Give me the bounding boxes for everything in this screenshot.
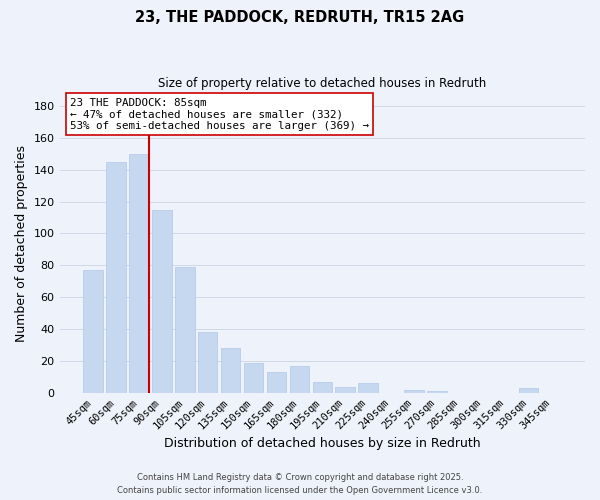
Bar bbox=[404, 390, 424, 393]
Bar bbox=[106, 162, 126, 393]
Bar bbox=[198, 332, 217, 393]
Bar bbox=[267, 372, 286, 393]
Bar bbox=[519, 388, 538, 393]
Bar bbox=[221, 348, 241, 393]
Bar bbox=[427, 392, 446, 393]
Y-axis label: Number of detached properties: Number of detached properties bbox=[15, 144, 28, 342]
Bar bbox=[175, 267, 194, 393]
Text: 23, THE PADDOCK, REDRUTH, TR15 2AG: 23, THE PADDOCK, REDRUTH, TR15 2AG bbox=[136, 10, 464, 25]
Bar bbox=[290, 366, 309, 393]
Bar bbox=[129, 154, 149, 393]
Text: Contains HM Land Registry data © Crown copyright and database right 2025.
Contai: Contains HM Land Registry data © Crown c… bbox=[118, 473, 482, 495]
Bar bbox=[244, 362, 263, 393]
Bar bbox=[358, 384, 378, 393]
Bar bbox=[152, 210, 172, 393]
Text: 23 THE PADDOCK: 85sqm
← 47% of detached houses are smaller (332)
53% of semi-det: 23 THE PADDOCK: 85sqm ← 47% of detached … bbox=[70, 98, 369, 131]
Bar bbox=[335, 386, 355, 393]
Title: Size of property relative to detached houses in Redruth: Size of property relative to detached ho… bbox=[158, 78, 487, 90]
X-axis label: Distribution of detached houses by size in Redruth: Distribution of detached houses by size … bbox=[164, 437, 481, 450]
Bar bbox=[83, 270, 103, 393]
Bar bbox=[313, 382, 332, 393]
